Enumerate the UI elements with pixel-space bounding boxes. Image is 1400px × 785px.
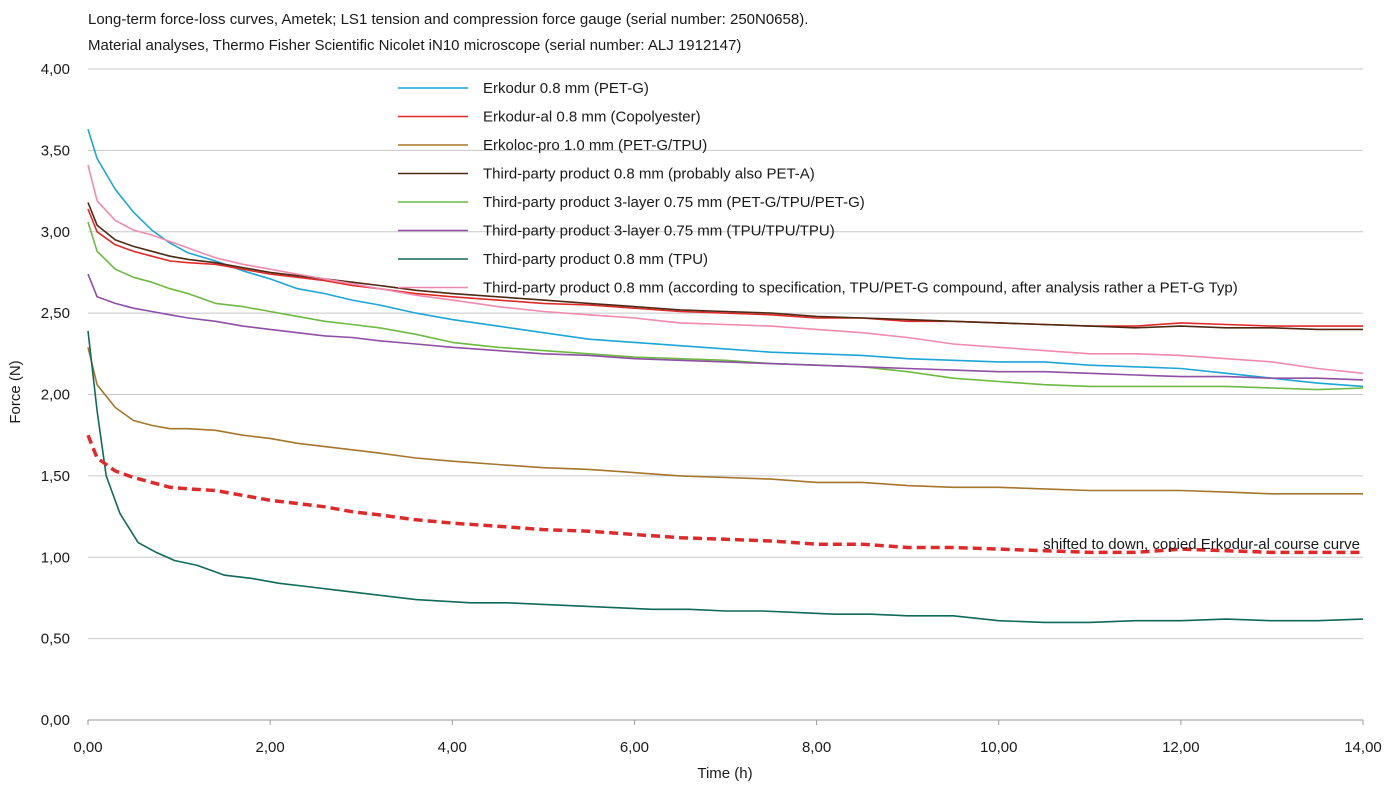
series-lines — [86, 128, 1364, 624]
legend-label-2: Erkoloc-pro 1.0 mm (PET-G/TPU) — [483, 137, 707, 154]
legend-label-7: Third-party product 0.8 mm (according to… — [483, 280, 1238, 297]
y-axis-ticks: 0,00 0,50 1,00 1,50 2,00 2,50 3,00 3,50 4,00 — [41, 61, 70, 729]
y-tick-label: 0,50 — [41, 631, 70, 648]
legend-label-5: Third-party product 3-layer 0.75 mm (TPU… — [483, 223, 835, 240]
x-tick-label: 4,00 — [438, 739, 467, 756]
chart-title: Long-term force-loss curves, Ametek; LS1… — [88, 11, 808, 28]
x-tick-label: 6,00 — [620, 739, 649, 756]
y-tick-label: 2,00 — [41, 387, 70, 404]
legend-label-0: Erkodur 0.8 mm (PET-G) — [483, 80, 649, 97]
legend-label-1: Erkodur-al 0.8 mm (Copolyester) — [483, 109, 701, 126]
annotation-0: shifted to down, copied Erkodur-al cours… — [1043, 536, 1360, 553]
legend-label-4: Third-party product 3-layer 0.75 mm (PET… — [483, 194, 865, 211]
y-tick-label: 1,50 — [41, 468, 70, 485]
series-line-5 — [87, 273, 1364, 381]
y-tick-label: 3,50 — [41, 142, 70, 159]
x-tick-label: 2,00 — [256, 739, 285, 756]
x-tick-label: 14,00 — [1344, 739, 1382, 756]
x-axis-ticks: 0,00 2,00 4,00 6,00 8,00 10,00 12,00 14,00 — [73, 720, 1382, 756]
y-tick-label: 0,00 — [41, 712, 70, 729]
legend: Erkodur 0.8 mm (PET-G) Erkodur-al 0.8 mm … — [398, 80, 1238, 297]
x-tick-label: 8,00 — [802, 739, 831, 756]
y-tick-label: 3,00 — [41, 224, 70, 241]
series-line-7 — [87, 164, 1364, 375]
y-tick-label: 4,00 — [41, 61, 70, 78]
series-line-3 — [87, 202, 1363, 331]
y-tick-label: 1,00 — [41, 549, 70, 566]
x-tick-label: 10,00 — [980, 739, 1018, 756]
x-tick-label: 0,00 — [73, 739, 102, 756]
series-line-8 — [86, 434, 1363, 555]
series-line-4 — [87, 221, 1364, 391]
y-tick-label: 2,50 — [41, 305, 70, 322]
legend-label-6: Third-party product 0.8 mm (TPU) — [483, 251, 708, 268]
series-line-2 — [87, 347, 1363, 495]
series-line-6 — [87, 330, 1364, 624]
y-axis-label: Force (N) — [7, 360, 24, 423]
x-axis-label: Time (h) — [697, 765, 752, 782]
chart-subtitle: Material analyses, Thermo Fisher Scienti… — [88, 37, 741, 54]
series-line-0 — [87, 128, 1364, 388]
legend-label-3: Third-party product 0.8 mm (probably als… — [483, 166, 815, 183]
x-tick-label: 12,00 — [1162, 739, 1200, 756]
annotations: shifted to down, copied Erkodur-al cours… — [1043, 536, 1360, 553]
